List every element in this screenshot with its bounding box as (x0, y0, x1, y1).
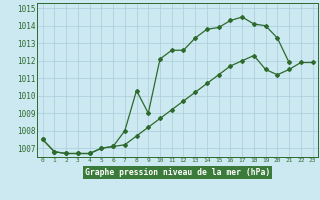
X-axis label: Graphe pression niveau de la mer (hPa): Graphe pression niveau de la mer (hPa) (85, 168, 270, 177)
